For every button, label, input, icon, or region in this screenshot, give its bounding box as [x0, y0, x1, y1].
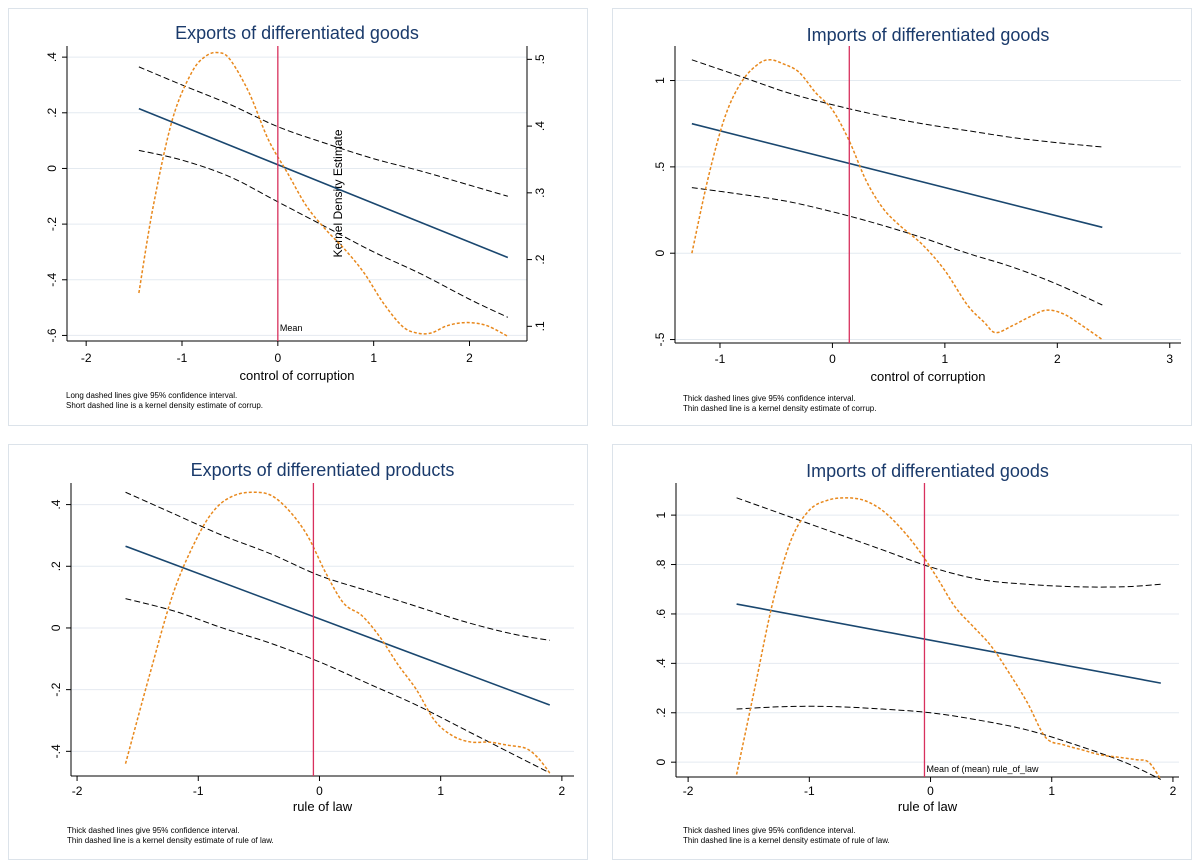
y-tick-label: 0 [49, 624, 63, 631]
x-tick-label: 3 [1166, 352, 1173, 366]
x-tick-label: 0 [927, 784, 934, 798]
x-tick-label: 0 [829, 352, 836, 366]
y-tick-label: .2 [654, 707, 668, 717]
y-tick-label: -.2 [49, 682, 63, 696]
y2-tick-label: .4 [533, 121, 547, 131]
x-tick-label: 2 [1054, 352, 1061, 366]
y-tick-label: .8 [654, 559, 668, 569]
x-axis-label: rule of law [293, 799, 353, 814]
y-tick-label: -.6 [45, 328, 59, 342]
x-tick-label: -1 [715, 352, 726, 366]
chart-title: Imports of differentiated goods [806, 461, 1049, 481]
chart-exports-corruption: -.6 -.4 -.2 0 .2 .4 .1 .2 .3 .4 .5 -2 -1 0 1 2 Exports o… [45, 23, 547, 383]
y2-tick-label: .2 [533, 254, 547, 264]
panel-imports-rule-of-law: 0 .2 .4 .6 .8 1 -2 -1 0 1 2 Imports of differentiat… [612, 444, 1192, 860]
y2-axis-label: Kernel Density Estimate [331, 129, 345, 257]
y-tick-label: 0 [653, 250, 667, 257]
x-tick-label: 0 [274, 351, 281, 365]
y-tick-label: .2 [49, 561, 63, 571]
chart-imports-corruption: -.5 0 .5 1 -1 0 1 2 3 Imports of differentiated g… [653, 25, 1181, 384]
regression-line [691, 122, 1103, 229]
kernel-density-line [124, 491, 551, 774]
upper-ci-line [691, 59, 1103, 148]
x-tick-label: 2 [466, 351, 473, 365]
panel-exports-rule-of-law: -.4 -.2 0 .2 .4 -2 -1 0 1 2 Exports of differentia… [8, 444, 588, 860]
upper-ci-line [138, 66, 508, 197]
upper-ci-line [125, 491, 550, 641]
chart-note-1: Thick dashed lines give 95% confidence i… [67, 826, 240, 835]
x-tick-label: 2 [559, 784, 566, 798]
upper-ci-line [736, 497, 1161, 588]
y-tick-label: .4 [45, 52, 59, 62]
x-axis-label: control of corruption [871, 369, 986, 384]
x-tick-label: 1 [437, 784, 444, 798]
y-tick-label: .2 [45, 107, 59, 117]
y-tick-label: -.5 [653, 332, 667, 346]
y-tick-label: 1 [654, 511, 668, 518]
x-tick-label: -2 [72, 784, 83, 798]
chart-note-1: Thick dashed lines give 95% confidence i… [683, 826, 856, 835]
chart-title: Imports of differentiated goods [807, 25, 1050, 45]
y-tick-label: .5 [653, 162, 667, 172]
chart-note-2: Short dashed line is a kernel density es… [66, 401, 263, 410]
y2-tick-label: .5 [533, 54, 547, 64]
kernel-density-line [691, 59, 1103, 341]
chart-imports-rule-of-law: 0 .2 .4 .6 .8 1 -2 -1 0 1 2 Imports of differentiat… [654, 461, 1179, 814]
mean-line-label: Mean [280, 323, 303, 333]
kernel-density-line [735, 497, 1162, 780]
x-tick-label: 0 [316, 784, 323, 798]
y-tick-label: -.4 [49, 744, 63, 758]
kernel-density-line [138, 51, 509, 337]
x-tick-label: -2 [81, 351, 92, 365]
y-tick-label: -.2 [45, 217, 59, 231]
x-tick-label: 1 [942, 352, 949, 366]
lower-ci-line [736, 705, 1162, 780]
chart-note-1: Long dashed lines give 95% confidence in… [66, 391, 238, 400]
y-tick-label: .6 [654, 609, 668, 619]
regression-line [125, 545, 551, 706]
x-tick-label: 2 [1170, 784, 1177, 798]
x-tick-label: -1 [193, 784, 204, 798]
panel-imports-corruption: -.5 0 .5 1 -1 0 1 2 3 Imports of differentiated g… [612, 8, 1192, 426]
y-tick-label: 0 [45, 165, 59, 172]
panel-exports-corruption: -.6 -.4 -.2 0 .2 .4 .1 .2 .3 .4 .5 -2 -1 0 1 2 Exports o… [8, 8, 588, 426]
y-tick-label: 1 [653, 77, 667, 84]
mean-line-label: Mean of (mean) rule_of_law [926, 764, 1039, 774]
regression-line [736, 603, 1161, 684]
chart-title: Exports of differentiated goods [175, 23, 419, 43]
chart-title: Exports of differentiated products [191, 460, 455, 480]
x-tick-label: -1 [177, 351, 188, 365]
chart-exports-rule-of-law: -.4 -.2 0 .2 .4 -2 -1 0 1 2 Exports of differentia… [49, 460, 574, 814]
lower-ci-line [138, 149, 509, 318]
chart-note-2: Thin dashed line is a kernel density est… [683, 404, 877, 413]
x-axis-label: control of corruption [240, 368, 355, 383]
y-tick-label: .4 [654, 658, 668, 668]
y-tick-label: .4 [49, 499, 63, 509]
lower-ci-line [691, 187, 1103, 306]
chart-note-2: Thin dashed line is a kernel density est… [67, 836, 274, 845]
x-tick-label: -1 [804, 784, 815, 798]
chart-note-1: Thick dashed lines give 95% confidence i… [683, 394, 856, 403]
y2-tick-label: .3 [533, 188, 547, 198]
y-tick-label: -.4 [45, 272, 59, 286]
x-tick-label: 1 [1048, 784, 1055, 798]
y2-tick-label: .1 [533, 321, 547, 331]
x-tick-label: 1 [370, 351, 377, 365]
x-axis-label: rule of law [898, 799, 958, 814]
y-tick-label: 0 [654, 759, 668, 766]
chart-note-2: Thin dashed line is a kernel density est… [683, 836, 890, 845]
x-tick-label: -2 [683, 784, 694, 798]
regression-line [138, 107, 509, 259]
